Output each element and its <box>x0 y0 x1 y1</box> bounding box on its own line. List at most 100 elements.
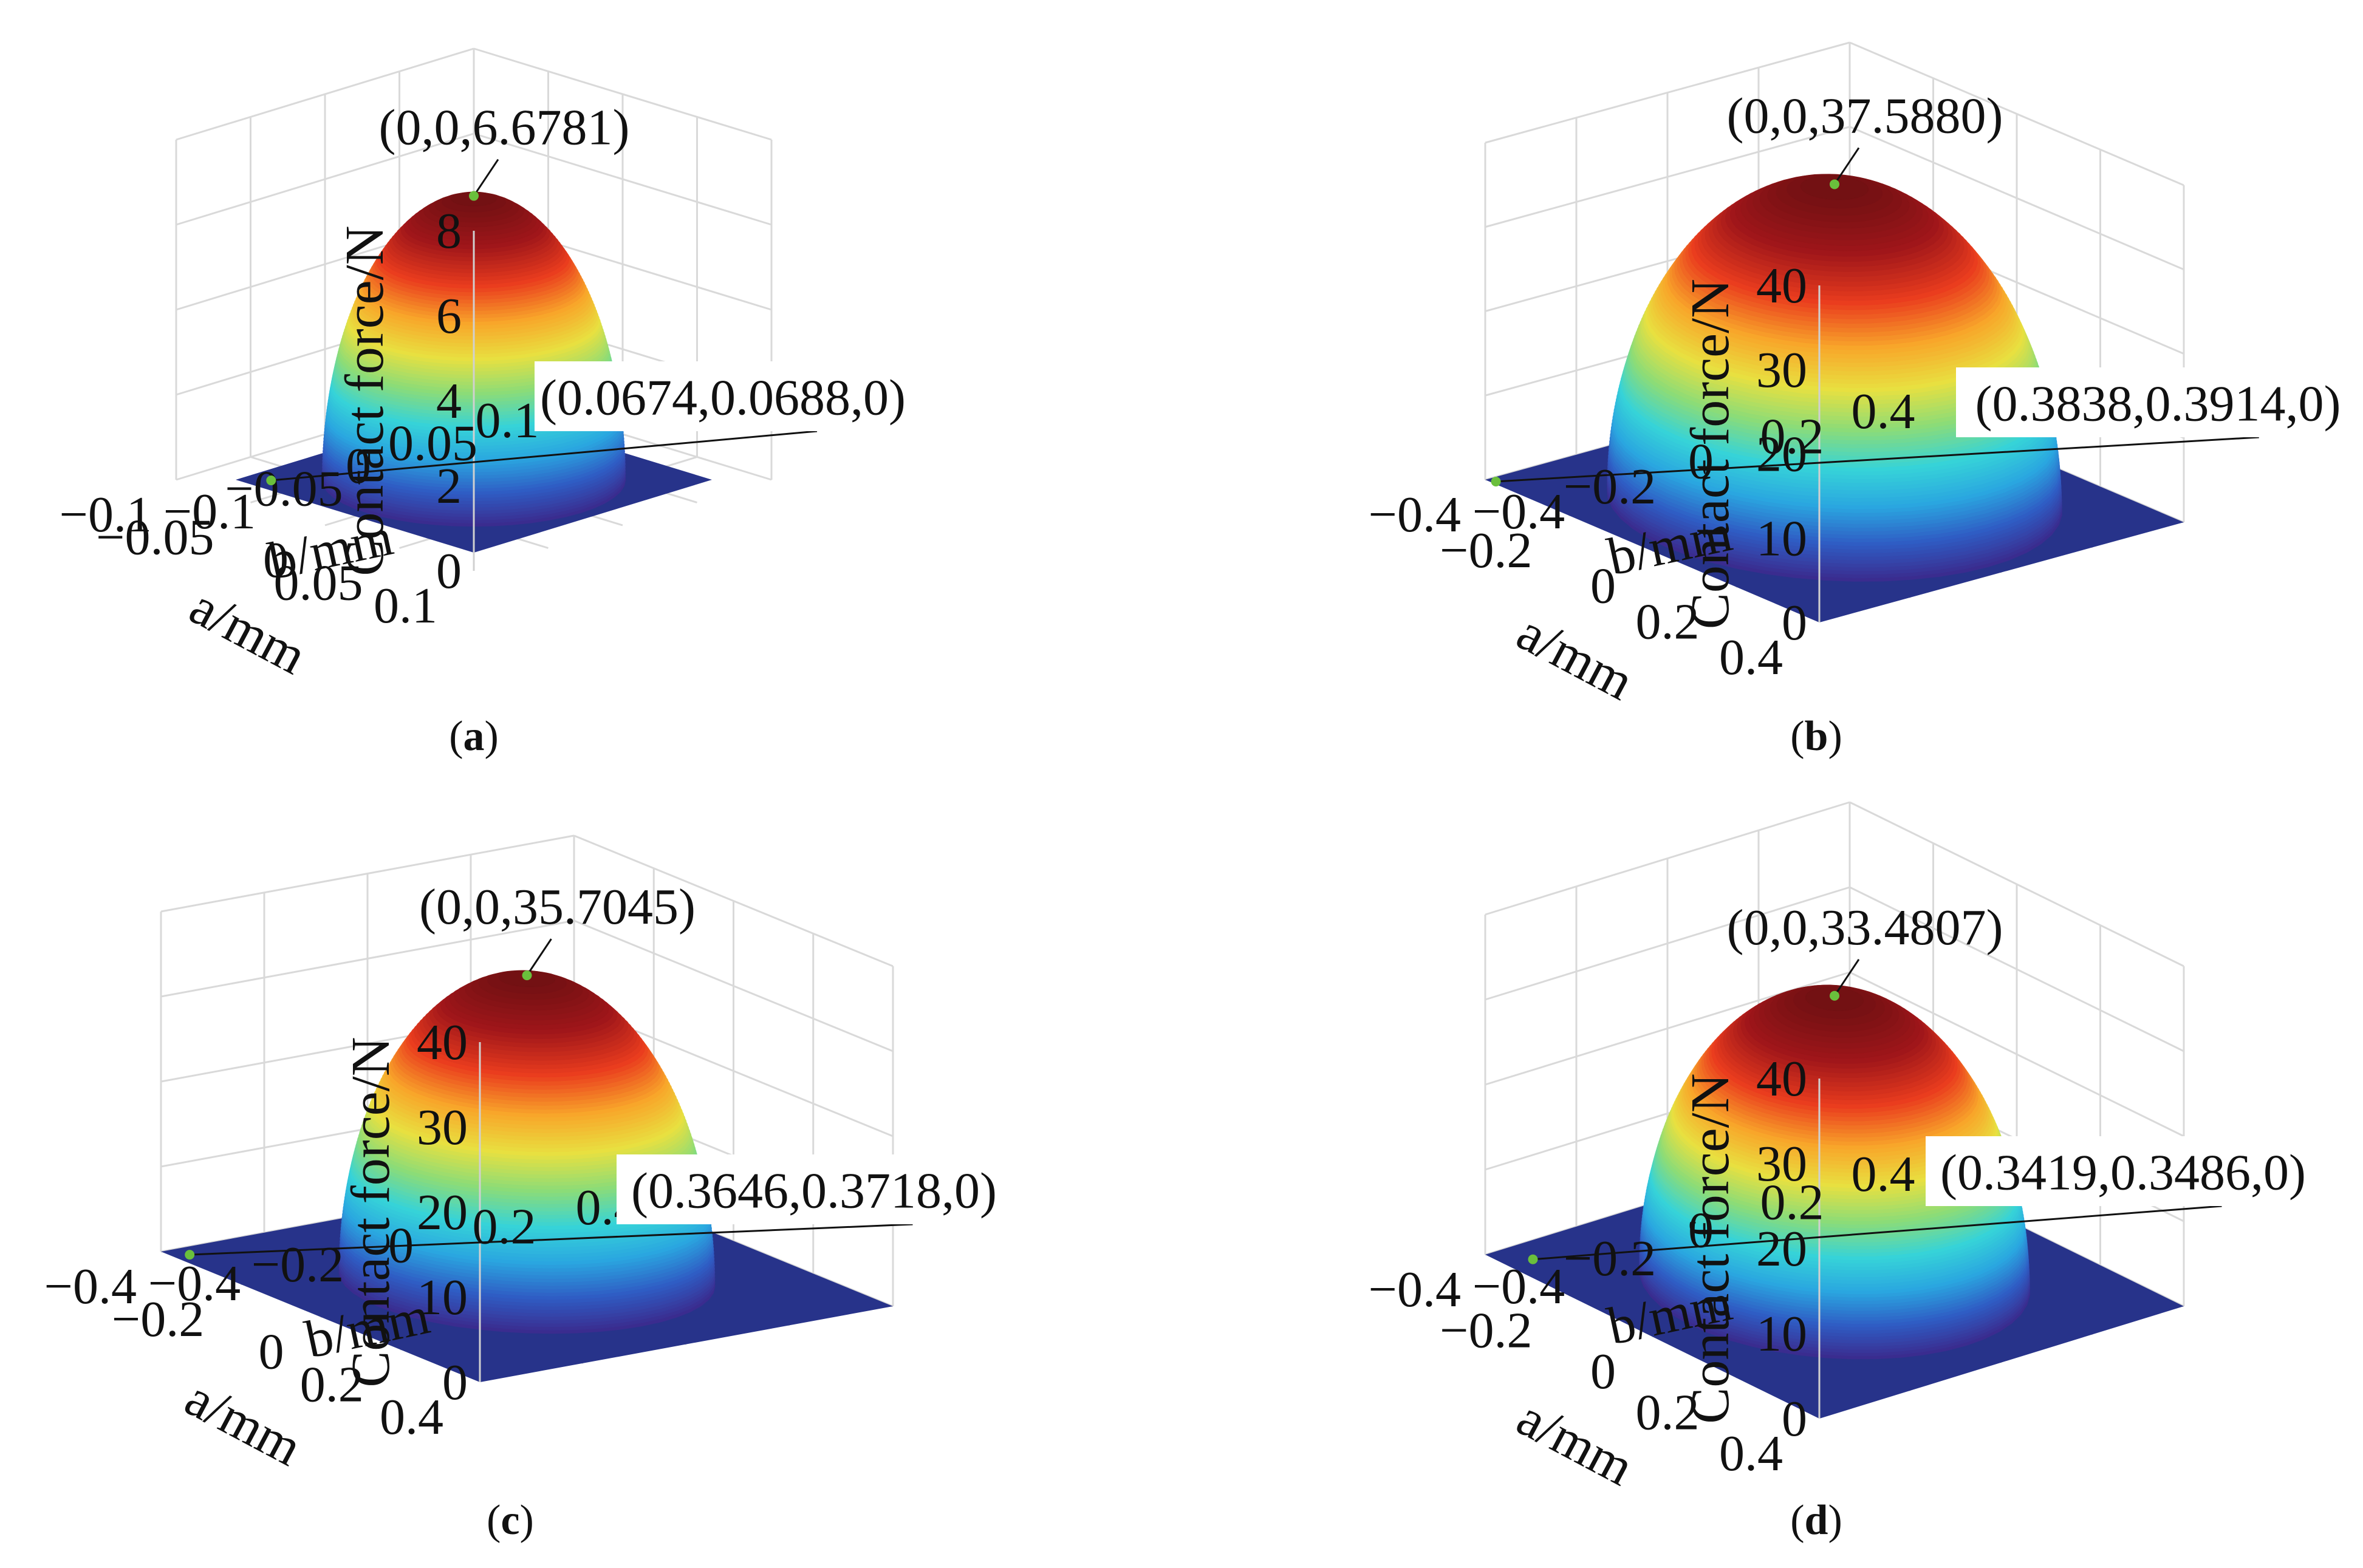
z-tick-label: 0 <box>442 1354 468 1411</box>
edge-label-box <box>535 361 911 431</box>
x-tick-label: −0.4 <box>1369 486 1461 543</box>
y-tick-label: −0.4 <box>148 1255 241 1312</box>
y-tick-label: −0.4 <box>1472 1258 1565 1315</box>
z-tick-label: 8 <box>436 203 462 259</box>
x-tick-label: −0.05 <box>96 510 214 566</box>
gridline <box>1849 41 2184 186</box>
x-tick-label: 0.4 <box>1719 629 1783 686</box>
edge-leader <box>1533 1205 2222 1261</box>
z-tick-label: 4 <box>436 373 462 429</box>
z-tick-label: 6 <box>436 288 462 344</box>
panel-caption: (b) <box>1790 713 1842 760</box>
z-tick-label: 20 <box>1756 1221 1807 1277</box>
z-tick-label: 10 <box>1756 510 1807 567</box>
peak-label: (0,0,37.5880) <box>1727 87 2003 144</box>
gridline <box>1485 126 1850 228</box>
x-tick-label: 0 <box>1590 1343 1616 1400</box>
x-tick-label: 0 <box>1590 558 1616 615</box>
z-tick-label: 10 <box>1756 1306 1807 1362</box>
y-tick-label: 0.4 <box>1852 383 1915 440</box>
gridline <box>1849 971 2184 1137</box>
y-tick-label: −0.2 <box>1564 458 1656 515</box>
gridline <box>1485 801 1850 916</box>
peak-label: (0,0,6.6781) <box>379 100 630 156</box>
edge-label: (0.3838,0.3914,0) <box>1975 376 2341 432</box>
x-tick-label: 0 <box>263 532 289 588</box>
z-axis-label: Contact force/N <box>1680 279 1740 629</box>
y-tick-label: −0.4 <box>1472 483 1565 540</box>
z-tick-label: 40 <box>1756 257 1807 314</box>
x-tick-label: −0.1 <box>60 486 152 543</box>
x-tick-label: −0.2 <box>1440 1303 1532 1359</box>
y-tick-label: 0 <box>1688 1202 1714 1259</box>
z-tick-label: 20 <box>417 1184 468 1241</box>
x-tick-label: 0 <box>259 1324 284 1380</box>
edge-label: (0.3646,0.3718,0) <box>631 1163 997 1219</box>
y-tick-label: −0.2 <box>1564 1230 1656 1287</box>
y-tick-label: 0.2 <box>473 1198 536 1255</box>
gridline <box>573 919 894 1052</box>
gridline <box>176 132 474 226</box>
x-tick-label: −0.4 <box>1369 1261 1461 1318</box>
panel-caption: (d) <box>1790 1497 1842 1544</box>
z-tick-label: 0 <box>1782 1391 1807 1447</box>
edge-marker <box>1491 476 1501 486</box>
z-tick-label: 0 <box>436 543 462 599</box>
x-axis-label: a/mm <box>1508 602 1643 712</box>
edge-label-box <box>1956 367 2360 437</box>
peak-leader <box>526 938 552 976</box>
peak-marker <box>1830 179 1839 189</box>
x-tick-label: 0.4 <box>1719 1425 1783 1482</box>
gridline <box>573 834 894 967</box>
z-axis-label: Contact force/N <box>1680 1073 1740 1423</box>
chart-panel-b: 0 10 20 30 40 Contact force/N 0.4 0.2 0 −0.2 −0.4−… <box>1182 0 2363 784</box>
gridline <box>176 47 474 141</box>
peak-marker <box>1830 990 1839 1001</box>
z-tick-label: 10 <box>417 1269 468 1326</box>
x-tick-label: −0.4 <box>44 1258 137 1315</box>
y-tick-label: −0.2 <box>251 1236 344 1293</box>
x-axis-label: a/mm <box>176 1368 311 1478</box>
edge-label: (0.0674,0.0688,0) <box>540 370 906 426</box>
edge-label-box <box>617 1154 1011 1224</box>
y-tick-label: 0.4 <box>1852 1146 1915 1202</box>
x-tick-label: −0.2 <box>1440 522 1532 579</box>
x-tick-label: 0.2 <box>1636 593 1700 650</box>
edge-leader <box>1496 436 2259 483</box>
y-tick-label: 0.2 <box>1760 408 1824 465</box>
z-tick-label: 0 <box>1782 595 1807 651</box>
peak-label: (0,0,33.4807) <box>1727 899 2003 956</box>
z-tick-label: 20 <box>1756 426 1807 483</box>
y-tick-label: 0.2 <box>1760 1174 1824 1230</box>
edge-marker <box>185 1250 195 1260</box>
edge-label-box <box>1926 1136 2320 1206</box>
gridline <box>1485 41 1850 144</box>
edge-leader <box>190 1223 913 1256</box>
peak-marker <box>469 191 479 201</box>
edge-label: (0.3419,0.3486,0) <box>1940 1145 2306 1201</box>
chart-panel-a: 0 2 4 6 8 Contact force/N 0.1 0.05 0 −0.05 −0.1 −0.… <box>0 0 1182 784</box>
edge-leader <box>271 430 818 482</box>
panel-caption: (c) <box>487 1497 534 1544</box>
x-tick-label: 0.2 <box>1636 1385 1700 1441</box>
panel-caption: (a) <box>449 713 499 760</box>
x-tick-label: 0.4 <box>380 1389 443 1445</box>
gridline <box>1849 126 2184 271</box>
z-tick-label: 30 <box>1756 1136 1807 1192</box>
z-tick-label: 40 <box>417 1014 468 1071</box>
gridline <box>160 919 575 998</box>
x-tick-label: 0.1 <box>374 578 437 634</box>
x-tick-label: 0.2 <box>300 1356 364 1413</box>
chart-panel-c: 0 10 20 30 40 Contact force/N 0.4 0.2 0 −0.2 −0.4−… <box>0 784 1182 1568</box>
x-tick-label: −0.2 <box>112 1291 204 1348</box>
z-tick-label: 40 <box>1756 1051 1807 1107</box>
edge-marker <box>1528 1254 1538 1264</box>
x-axis-label: a/mm <box>1508 1388 1643 1498</box>
gridline <box>473 132 772 226</box>
peak-leader <box>473 159 499 197</box>
y-tick-label: 0 <box>1688 434 1714 490</box>
